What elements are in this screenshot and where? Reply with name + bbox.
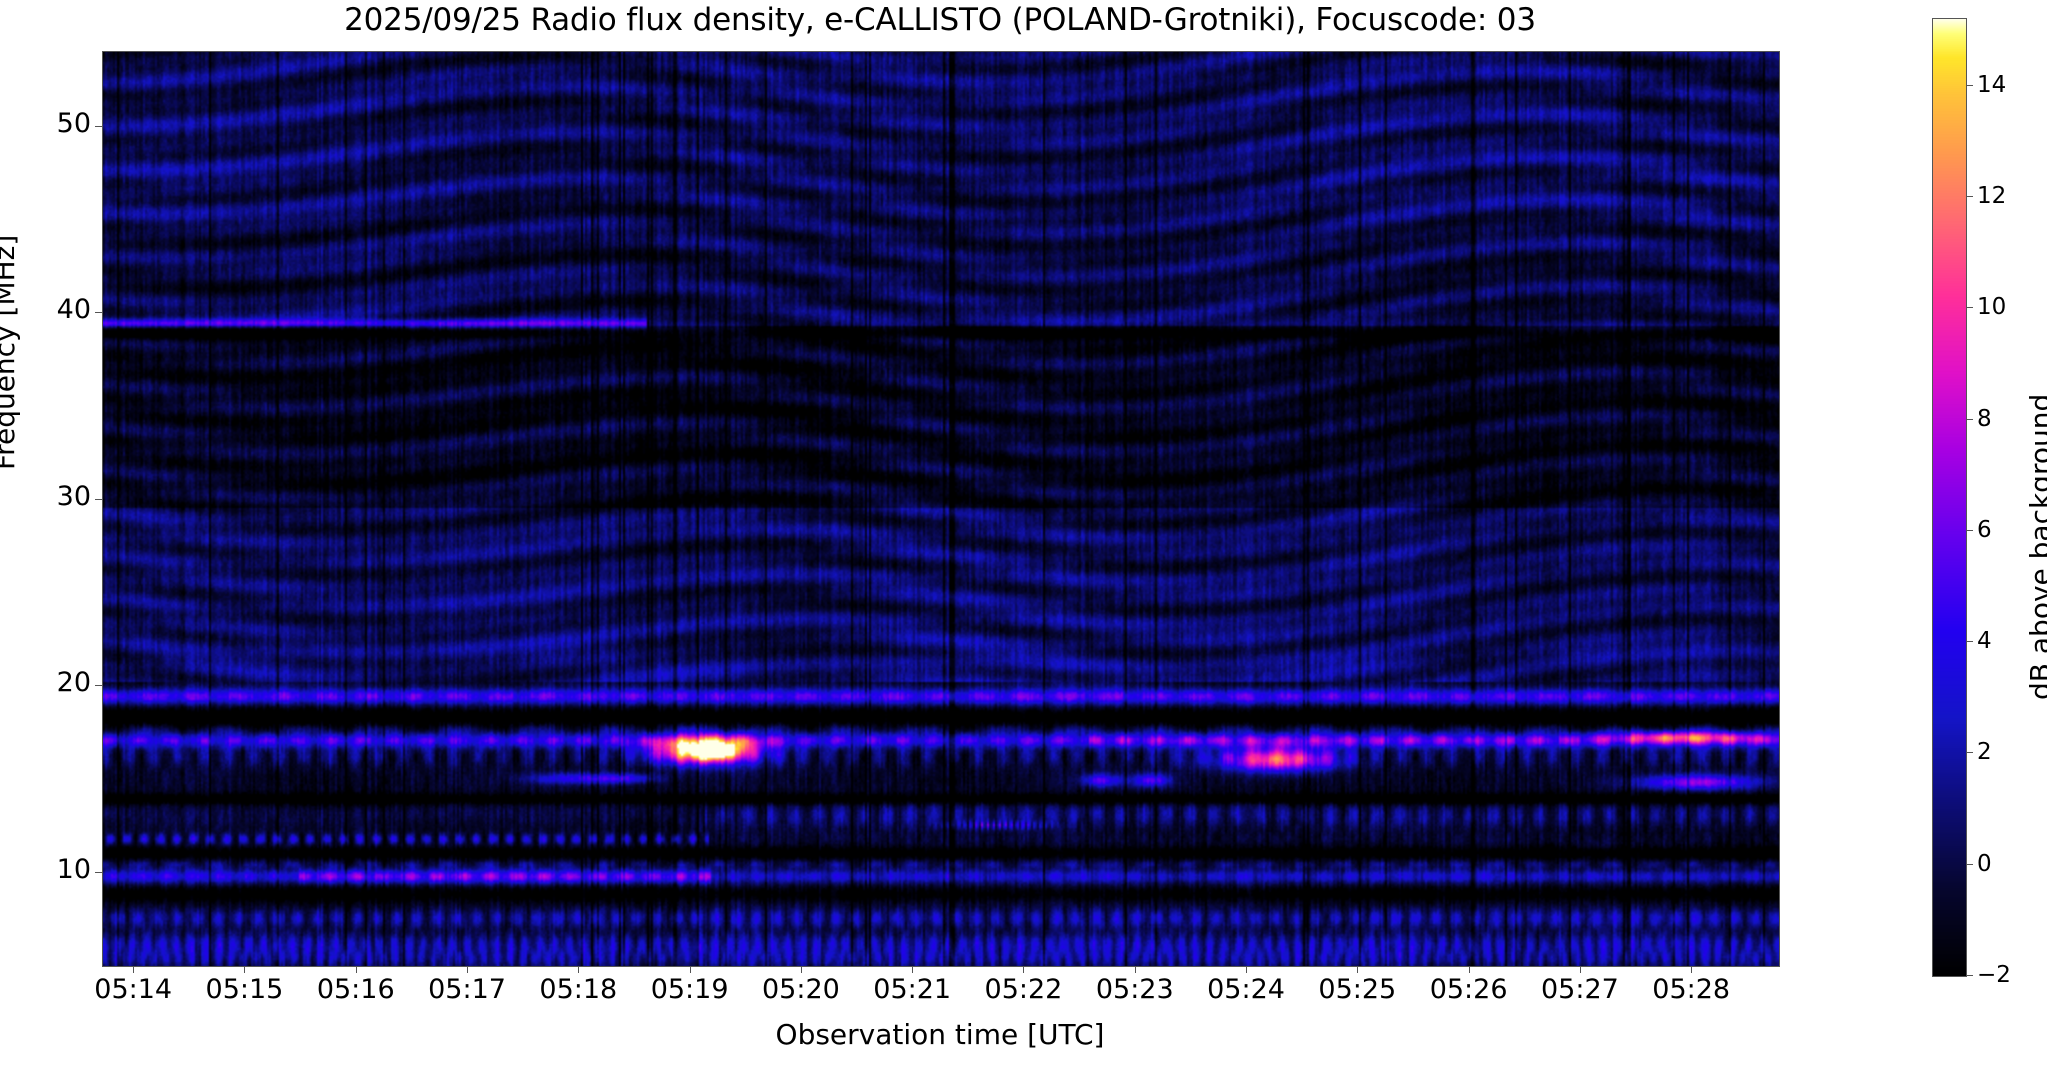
x-tick-mark <box>1579 966 1581 973</box>
x-tick-label: 05:16 <box>316 974 395 1005</box>
x-tick-mark <box>912 966 914 973</box>
y-tick-mark <box>95 871 102 873</box>
y-tick-mark <box>95 685 102 687</box>
colorbar-tick-mark <box>1966 84 1973 86</box>
chart-title: 2025/09/25 Radio flux density, e-CALLIST… <box>344 2 1536 38</box>
x-tick-mark <box>1246 966 1248 973</box>
spectrogram-axes <box>102 51 1780 967</box>
x-tick-label: 05:25 <box>1318 974 1397 1005</box>
spectrogram-image <box>103 52 1779 966</box>
x-tick-mark <box>1134 966 1136 973</box>
y-tick-label: 30 <box>56 480 91 512</box>
colorbar-tick-mark <box>1966 307 1973 309</box>
x-tick-label: 05:17 <box>428 974 506 1005</box>
y-tick-label: 10 <box>56 853 91 885</box>
x-tick-mark <box>244 966 246 973</box>
x-tick-label: 05:14 <box>94 974 173 1005</box>
y-tick-label: 40 <box>56 294 91 326</box>
x-tick-label: 05:28 <box>1652 974 1731 1005</box>
x-tick-label: 05:23 <box>1095 974 1174 1005</box>
colorbar-tick-label: 12 <box>1977 183 2007 210</box>
colorbar-tick-label: 4 <box>1977 628 1992 655</box>
x-axis-label: Observation time [UTC] <box>775 1018 1105 1051</box>
x-tick-mark <box>1023 966 1025 973</box>
y-tick-mark <box>95 125 102 127</box>
x-tick-label: 05:22 <box>984 974 1063 1005</box>
x-tick-mark <box>467 966 469 973</box>
colorbar-tick-mark <box>1966 196 1973 198</box>
x-tick-label: 05:27 <box>1540 974 1619 1005</box>
x-tick-mark <box>355 966 357 973</box>
colorbar-tick-label: −2 <box>1977 962 2011 988</box>
x-tick-mark <box>1357 966 1359 973</box>
x-tick-mark <box>133 966 135 973</box>
y-tick-mark <box>95 312 102 314</box>
x-tick-label: 05:24 <box>1207 974 1285 1005</box>
y-axis-label: Frequency [MHz] <box>0 234 21 470</box>
colorbar-tick-label: 6 <box>1977 516 1992 543</box>
x-tick-label: 05:26 <box>1429 974 1508 1005</box>
colorbar-tick-label: 8 <box>1977 405 1992 432</box>
colorbar-tick-mark <box>1966 418 1973 420</box>
y-tick-label: 20 <box>56 667 91 699</box>
y-tick-label: 50 <box>56 107 91 139</box>
x-tick-mark <box>800 966 802 973</box>
x-tick-label: 05:18 <box>539 974 618 1005</box>
x-tick-mark <box>1691 966 1693 973</box>
colorbar-tick-label: 14 <box>1977 71 2007 98</box>
x-tick-label: 05:20 <box>761 974 840 1005</box>
colorbar-gradient <box>1933 19 1966 976</box>
colorbar <box>1932 18 1967 977</box>
colorbar-tick-label: 10 <box>1977 294 2007 321</box>
x-tick-mark <box>1468 966 1470 973</box>
colorbar-tick-mark <box>1966 641 1973 643</box>
x-tick-label: 05:19 <box>650 974 729 1005</box>
colorbar-tick-mark <box>1966 975 1973 976</box>
x-tick-label: 05:21 <box>873 974 952 1005</box>
colorbar-tick-mark <box>1966 529 1973 531</box>
colorbar-label: dB above background <box>2024 393 2047 700</box>
colorbar-tick-mark <box>1966 752 1973 754</box>
colorbar-tick-label: 2 <box>1977 739 1992 766</box>
colorbar-tick-label: 0 <box>1977 850 1992 877</box>
x-tick-mark <box>689 966 691 973</box>
x-tick-mark <box>578 966 580 973</box>
x-tick-label: 05:15 <box>205 974 284 1005</box>
colorbar-tick-mark <box>1966 863 1973 865</box>
y-tick-mark <box>95 498 102 500</box>
